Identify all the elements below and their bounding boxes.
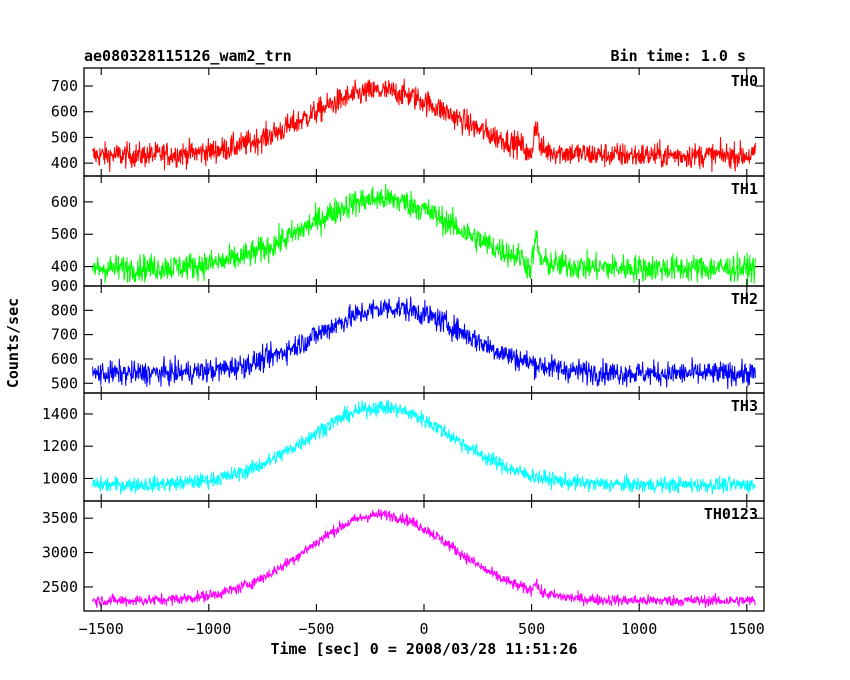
panel-frame-th2 [83,285,765,394]
chart-title: ae080328115126_wam2_trn [84,47,292,65]
panel-label-th2: TH2 [731,290,758,308]
series-th3-line [92,399,756,495]
panel-label-th1: TH1 [731,180,758,198]
series-th0-line [92,78,756,172]
panels-group: 400 500 600 700 TH0 400 500 600 TH1 500 600 700 800 9… [42,67,765,638]
y-axis-label: Counts/sec [4,298,22,388]
y-tick-label: 900 [51,277,78,295]
y-tick-label: 600 [51,350,78,368]
panel-frame-th0123 [83,500,765,612]
y-tick-label: 500 [51,128,78,146]
x-tick-label: −1500 [79,620,124,638]
y-tick-label: 3500 [42,509,78,527]
panel-label-th3: TH3 [731,397,758,415]
series-th0123-line [92,508,756,608]
y-tick-label: 600 [51,193,78,211]
y-tick-label: 3000 [42,544,78,562]
series-th2-line [92,296,756,390]
y-tick-label: 1400 [42,405,78,423]
series-th1-line [92,183,756,286]
panel-label-th0123: TH0123 [704,505,758,523]
y-tick-label: 500 [51,225,78,243]
y-tick-label: 700 [51,77,78,95]
y-tick-label: 1200 [42,437,78,455]
y-tick-label: 700 [51,326,78,344]
y-tick-label: 1000 [42,469,78,487]
x-tick-label: 1000 [621,620,657,638]
y-tick-label: 500 [51,374,78,392]
y-tick-label: 400 [51,258,78,276]
x-tick-label: −500 [298,620,334,638]
x-axis-label: Time [sec] 0 = 2008/03/28 11:51:26 [270,640,577,658]
x-tick-label: 1500 [729,620,765,638]
x-tick-label: 0 [419,620,428,638]
bin-time-label: Bin time: 1.0 s [611,47,746,65]
y-tick-label: 2500 [42,578,78,596]
panel-label-th0: TH0 [731,72,758,90]
y-tick-label: 800 [51,301,78,319]
x-tick-label: −1000 [186,620,231,638]
y-tick-label: 600 [51,103,78,121]
x-tick-label: 500 [518,620,545,638]
y-tick-label: 400 [51,154,78,172]
